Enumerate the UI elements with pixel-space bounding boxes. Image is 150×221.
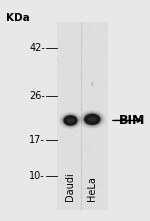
Ellipse shape [61,113,80,128]
Text: Daudi: Daudi [66,172,75,201]
Ellipse shape [79,110,105,129]
Text: 17-: 17- [29,135,45,145]
Text: KDa: KDa [6,13,30,23]
Text: 10-: 10- [29,171,45,181]
Text: 26-: 26- [29,91,45,101]
Ellipse shape [59,112,82,129]
Ellipse shape [88,117,96,122]
Ellipse shape [81,112,103,127]
Text: HeLa: HeLa [87,176,97,201]
Ellipse shape [83,113,102,126]
Text: 42-: 42- [29,42,45,53]
Ellipse shape [63,115,78,126]
Ellipse shape [84,114,101,125]
Ellipse shape [62,114,79,127]
Ellipse shape [67,118,74,123]
Bar [57,22,108,210]
Ellipse shape [91,82,94,86]
Text: BIM: BIM [118,114,145,127]
